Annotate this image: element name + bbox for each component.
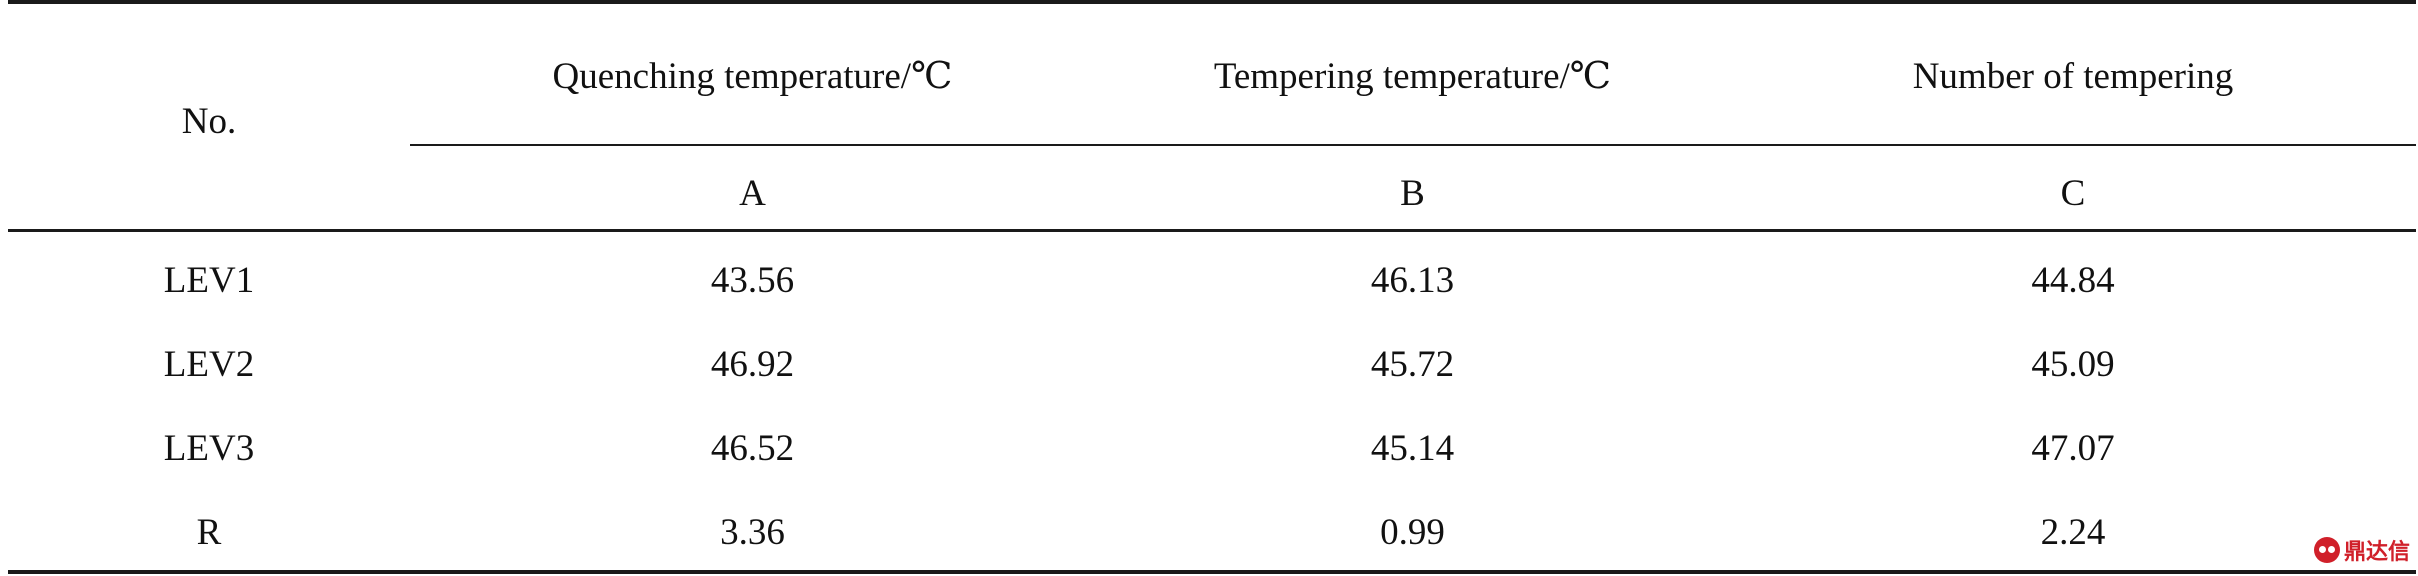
watermark: 鼎达信 xyxy=(2313,534,2410,566)
table-cell: 45.72 xyxy=(1370,344,1455,385)
table-cell: 0.99 xyxy=(1380,512,1445,553)
header-factor-b-code: B xyxy=(1400,173,1425,214)
table-cell: 46.92 xyxy=(710,344,795,385)
header-factor-c-code: C xyxy=(2060,173,2086,214)
header-factor-b-name: Tempering temperature/℃ xyxy=(1213,56,1612,97)
range-analysis-table: No. Quenching temperature/℃ Tempering te… xyxy=(8,0,2416,576)
table-cell: 46.13 xyxy=(1370,260,1455,301)
table-cell: 45.09 xyxy=(2031,344,2115,385)
table-cell: 44.84 xyxy=(2031,260,2115,301)
table-bottom-rule xyxy=(8,570,2416,574)
header-row-label: No. xyxy=(181,101,237,142)
header-factor-a-name: Quenching temperature/℃ xyxy=(552,56,953,97)
header-factor-a-code: A xyxy=(739,173,766,214)
table-cell: 3.36 xyxy=(720,512,785,553)
table-cell: 2.24 xyxy=(2040,512,2106,553)
brand-logo-icon xyxy=(2313,537,2340,563)
watermark-text: 鼎达信 xyxy=(2343,540,2410,565)
header-divider-rule xyxy=(410,144,2416,146)
row-label-lev1: LEV1 xyxy=(163,260,255,301)
header-bottom-rule xyxy=(8,229,2416,232)
row-label-lev3: LEV3 xyxy=(163,428,255,469)
row-label-lev2: LEV2 xyxy=(163,344,255,385)
header-factor-c-name: Number of tempering xyxy=(1912,56,2234,97)
table-top-rule xyxy=(8,0,2416,4)
table-cell: 45.14 xyxy=(1370,428,1455,469)
table-cell: 46.52 xyxy=(710,428,795,469)
table-cell: 47.07 xyxy=(2031,428,2115,469)
table-cell: 43.56 xyxy=(710,260,795,301)
row-label-r: R xyxy=(196,512,222,553)
